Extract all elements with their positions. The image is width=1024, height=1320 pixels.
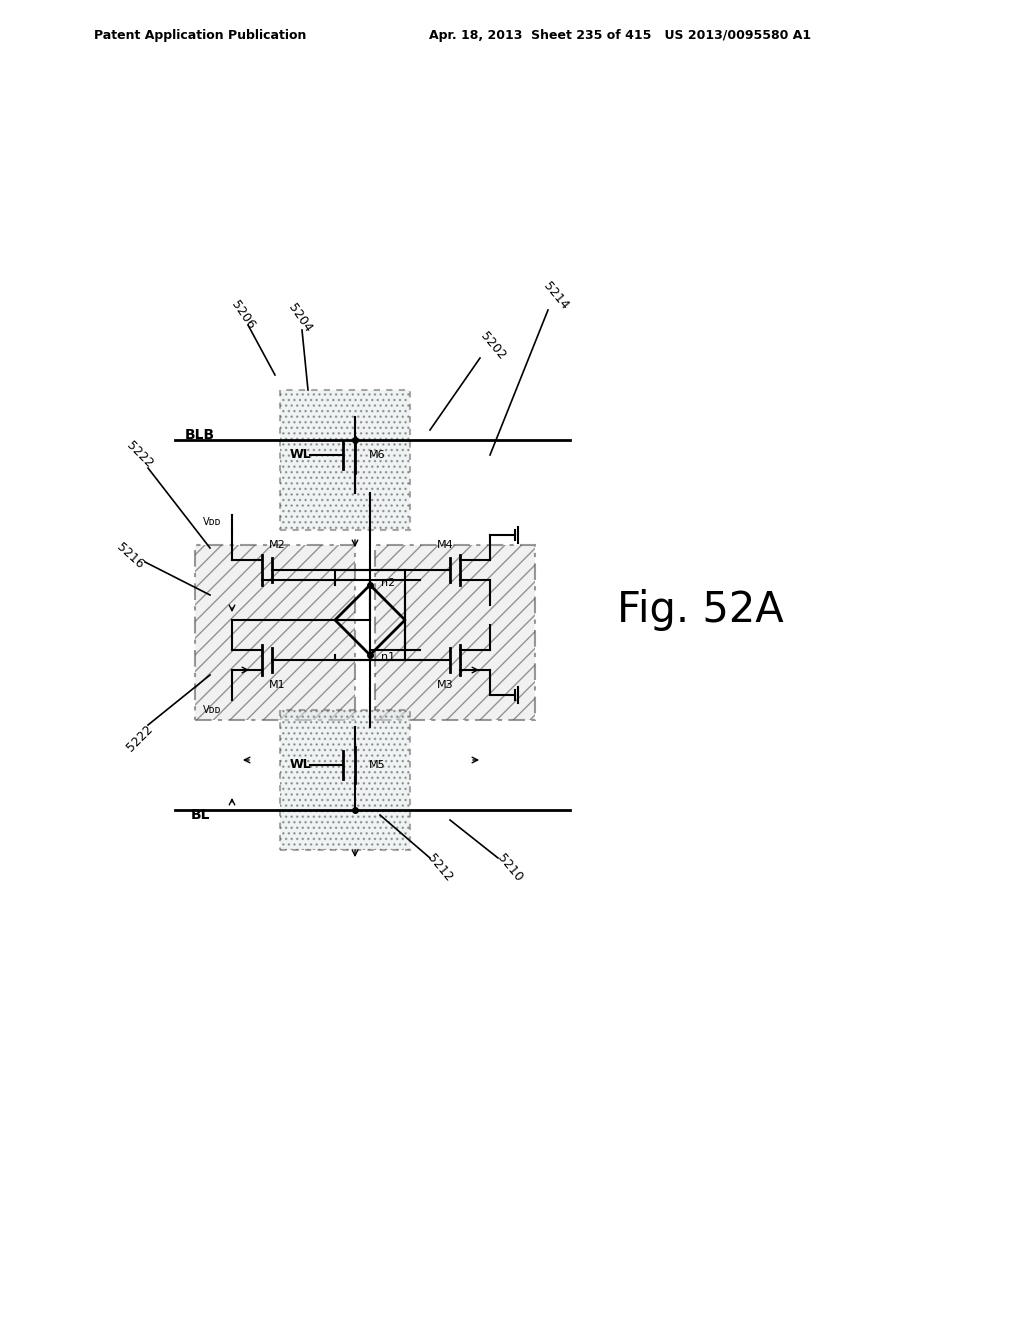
Text: 5206: 5206 (228, 298, 257, 331)
Text: 5216: 5216 (114, 541, 146, 572)
Text: 5204: 5204 (286, 301, 314, 335)
Text: M3: M3 (436, 680, 454, 690)
Text: Fig. 52A: Fig. 52A (616, 589, 783, 631)
Text: Vᴅᴅ: Vᴅᴅ (203, 705, 221, 715)
Bar (375, 545, 535, 719)
Text: Patent Application Publication: Patent Application Publication (94, 29, 306, 41)
Text: Vᴅᴅ: Vᴅᴅ (203, 517, 221, 527)
Text: M5: M5 (369, 760, 385, 770)
Text: BL: BL (190, 808, 210, 822)
Text: WL: WL (289, 449, 311, 462)
Bar (195, 545, 355, 719)
Text: BLB: BLB (185, 428, 215, 442)
Text: n2: n2 (381, 578, 395, 587)
Text: 5202: 5202 (478, 330, 508, 362)
Text: 5222: 5222 (124, 722, 156, 754)
Text: n1: n1 (381, 652, 395, 663)
Text: 5222: 5222 (124, 440, 156, 471)
Text: M1: M1 (268, 680, 286, 690)
Text: 5214: 5214 (541, 280, 571, 313)
Bar (280, 710, 410, 850)
Text: 5210: 5210 (495, 851, 525, 884)
Text: 5212: 5212 (425, 851, 455, 884)
Bar (280, 389, 410, 531)
Text: M6: M6 (369, 450, 385, 459)
Text: M4: M4 (436, 540, 454, 550)
Text: Apr. 18, 2013  Sheet 235 of 415   US 2013/0095580 A1: Apr. 18, 2013 Sheet 235 of 415 US 2013/0… (429, 29, 811, 41)
Text: M2: M2 (268, 540, 286, 550)
Text: WL: WL (289, 759, 311, 771)
